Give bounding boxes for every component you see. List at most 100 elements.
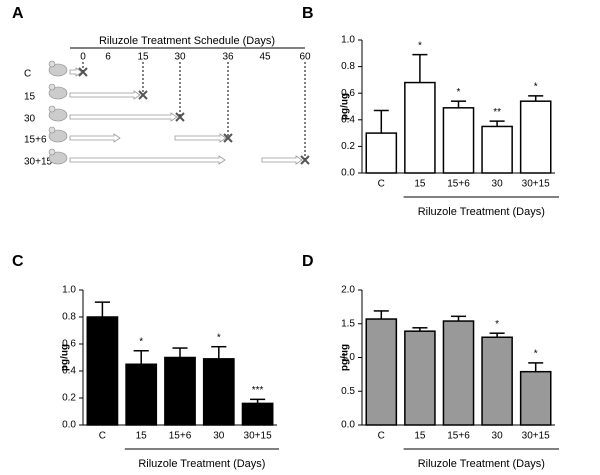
x-tick-label: C <box>378 431 385 442</box>
x-tick-label: 30+15 <box>244 431 273 442</box>
mouse-icon <box>48 129 68 143</box>
schedule-tick-label: 0 <box>80 52 86 63</box>
y-tick-label: 1.0 <box>62 285 76 296</box>
x-group-label: Riluzole Treatment (Days) <box>418 458 545 470</box>
bar <box>164 356 196 426</box>
schedule-tick-label: 30 <box>174 52 186 63</box>
significance-label: * <box>217 332 221 343</box>
row-label: 15+6 <box>24 135 47 146</box>
schedule-tick-label: 6 <box>105 52 111 63</box>
bar <box>365 132 398 174</box>
mouse-icon <box>48 86 68 100</box>
y-tick-label: 0.4 <box>341 114 355 125</box>
bar <box>86 316 119 426</box>
y-tick-label: 0.4 <box>62 366 76 377</box>
y-axis-label: pg/ug <box>60 344 71 371</box>
bar <box>442 107 475 174</box>
y-tick-label: 0.6 <box>62 339 76 350</box>
schedule-tick-label: 36 <box>222 52 234 63</box>
y-tick-label: 0.5 <box>341 386 355 397</box>
mouse-ear <box>48 105 56 113</box>
significance-label: * <box>418 40 422 51</box>
treatment-arrow <box>69 155 226 165</box>
y-axis-label: pg/ug <box>340 344 351 371</box>
treatment-arrow <box>69 67 83 77</box>
bar <box>404 81 436 174</box>
row-label: 30+15 <box>24 157 53 168</box>
treatment-arrow <box>69 90 141 100</box>
mouse-icon <box>48 108 68 122</box>
schedule-tick-label: 15 <box>137 52 149 63</box>
significance-label: ** <box>493 107 501 118</box>
panel-letter: D <box>302 253 314 270</box>
y-tick-label: 0.2 <box>341 141 355 152</box>
bar <box>481 125 513 174</box>
bar <box>519 370 552 426</box>
x-tick-label: 15+6 <box>447 431 470 442</box>
y-tick-label: 0.8 <box>341 61 355 72</box>
x-tick-label: 15 <box>414 179 426 190</box>
x-tick-label: 30 <box>213 431 225 442</box>
mouse-icon <box>48 63 68 77</box>
end-marker <box>78 67 88 77</box>
x-tick-label: C <box>378 179 385 190</box>
y-axis-label: pg/ug <box>340 93 351 120</box>
treatment-arrow <box>261 155 303 165</box>
schedule-tick-label: 60 <box>299 52 311 63</box>
x-tick-label: 30+15 <box>522 431 551 442</box>
significance-label: *** <box>252 385 264 396</box>
bar <box>481 336 513 426</box>
bar <box>241 402 274 426</box>
bar <box>442 320 475 426</box>
y-tick-label: 0.0 <box>341 420 355 431</box>
panel-letter: C <box>12 253 24 270</box>
significance-label: * <box>534 349 538 360</box>
y-tick-label: 0.0 <box>341 168 355 179</box>
row-label: C <box>24 69 31 80</box>
x-tick-label: 15 <box>136 431 148 442</box>
mouse-ear <box>48 126 56 134</box>
significance-label: * <box>534 82 538 93</box>
x-tick-label: 30 <box>492 179 504 190</box>
y-tick-label: 1.0 <box>341 352 355 363</box>
bar <box>404 330 436 426</box>
y-tick-label: 1.0 <box>341 35 355 46</box>
row-label: 15 <box>24 92 36 103</box>
bar <box>365 318 398 426</box>
bar <box>125 363 158 426</box>
significance-label: * <box>457 87 461 98</box>
schedule-title: Riluzole Treatment Schedule (Days) <box>99 35 275 47</box>
bar <box>202 358 235 426</box>
treatment-arrow <box>69 112 178 122</box>
mouse-ear <box>48 83 56 91</box>
treatment-arrow <box>69 133 121 143</box>
x-group-label: Riluzole Treatment (Days) <box>138 458 265 470</box>
row-label: 30 <box>24 114 36 125</box>
schedule-tick-label: 45 <box>259 52 271 63</box>
mouse-ear <box>48 60 56 68</box>
panel-letter: B <box>302 5 314 22</box>
y-tick-label: 0.6 <box>341 88 355 99</box>
y-tick-label: 0.0 <box>62 420 76 431</box>
panel-letter: A <box>12 5 24 22</box>
mouse-ear <box>48 148 56 156</box>
end-marker <box>223 133 233 143</box>
significance-label: * <box>139 336 143 347</box>
x-tick-label: 30 <box>492 431 504 442</box>
y-tick-label: 1.5 <box>341 318 355 329</box>
y-tick-label: 0.2 <box>62 393 76 404</box>
x-tick-label: 15 <box>414 431 426 442</box>
end-marker <box>138 90 148 100</box>
x-tick-label: 15+6 <box>169 431 192 442</box>
y-tick-label: 2.0 <box>341 285 355 296</box>
y-tick-label: 0.8 <box>62 312 76 323</box>
mouse-icon <box>48 151 68 165</box>
x-tick-label: C <box>99 431 106 442</box>
x-group-label: Riluzole Treatment (Days) <box>418 206 545 218</box>
treatment-arrow <box>174 133 227 143</box>
end-marker <box>175 112 185 122</box>
significance-label: * <box>495 319 499 330</box>
x-tick-label: 15+6 <box>447 179 470 190</box>
x-tick-label: 30+15 <box>522 179 551 190</box>
